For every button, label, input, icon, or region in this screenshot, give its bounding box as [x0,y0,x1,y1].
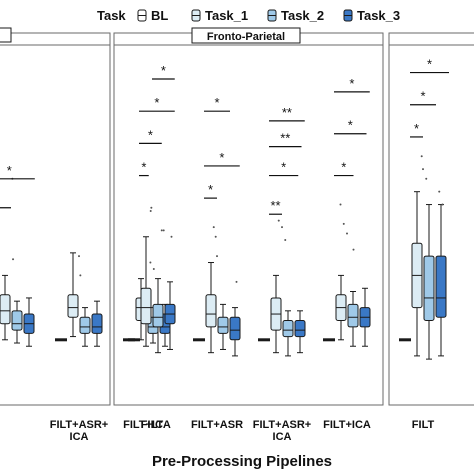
box-task_3 [229,316,241,341]
x-axis-title: Pre-Processing Pipelines [152,453,332,470]
legend-title: Task [97,8,126,23]
outlier-point [212,226,215,229]
significance-star: * [148,127,153,142]
panel-left-title-box [0,27,12,43]
outlier-point [422,168,424,171]
outlier-point [160,229,163,232]
legend-label-bl: BL [151,8,168,23]
significance-star: * [349,76,354,91]
panel-middle-title: Fronto-Parietal [207,31,285,43]
box-task_1 [140,287,152,325]
box-task_2 [11,310,23,331]
x-tick-label: FILT+ICA [323,419,371,431]
significance-star: * [427,57,432,72]
box-task_3 [294,319,306,338]
significance-star: * [141,160,146,175]
box-task_2 [347,303,359,328]
significance-star: * [208,182,213,197]
outlier-point [425,177,428,180]
x-tick-label: ICA [70,431,89,443]
significance-star: * [154,95,159,110]
panel-middle-title-box [191,27,301,44]
x-tick-label: FILT [141,419,164,431]
significance-star: * [161,63,166,78]
box-task_1 [0,294,11,325]
significance-star: ** [280,131,290,146]
panel-middle: Fronto-Parietal *****************FILT FIL… [113,27,384,443]
significance-star: * [348,118,353,133]
outlier-point [277,219,280,222]
outlier-point [342,222,345,225]
box-task_3 [435,255,447,318]
outlier-point [152,267,155,270]
x-tick-label: ICA [273,431,292,443]
x-tick-label: FILT+ASR+ [253,419,311,431]
box-task_2 [152,303,164,328]
box-task_2 [282,319,294,338]
outlier-point [162,229,165,232]
outlier-point [170,235,173,238]
outlier-point [339,203,342,206]
outlier-point [281,226,283,229]
significance-star: * [420,89,425,104]
box-task_2 [423,255,435,321]
outlier-point [150,206,153,209]
box-task_1 [67,294,79,318]
panel-left-frame [0,32,111,406]
significance-star: * [214,95,219,110]
legend-label-task_1: Task_1 [205,8,248,23]
outlier-point [78,255,80,258]
legend-label-task_3: Task_3 [357,8,400,23]
x-tick-label: FILT+ASR [191,419,243,431]
x-tick-label: FILT+ASR+ [50,419,108,431]
outlier-point [438,190,441,193]
significance-star: * [7,163,12,178]
panel-right-frame [388,32,474,406]
outlier-point [420,155,423,158]
significance-star: ** [282,105,292,120]
panel-middle-plot: *****************FILT FILT+ASR FILT+ASR+IC… [128,63,371,443]
box-task_3 [91,313,103,334]
outlier-point [79,274,82,277]
outlier-point [441,203,444,206]
outlier-point [346,232,348,235]
box-task_2 [79,316,91,334]
legend: Task BL Task_1 Task_2 Task_3 [97,8,400,23]
box-task_2 [217,316,229,334]
outlier-point [214,235,217,238]
significance-star: * [341,160,346,175]
panel-middle-frame [113,32,384,406]
outlier-point [12,258,15,261]
legend-label-task_2: Task_2 [281,8,324,23]
outlier-point [149,261,152,264]
legend-entries: BL Task_1 Task_2 Task_3 [137,8,400,23]
panel-left: * * FILT+ASR+ICA FILT+ICA [0,27,171,443]
outlier-point [284,238,287,241]
outlier-point [352,248,355,251]
outlier-point [235,280,238,283]
outlier-point [149,210,152,212]
outlier-point [216,255,218,258]
significance-star: ** [270,198,280,213]
significance-star: * [414,121,419,136]
x-tick-label: FILT [412,419,435,431]
x-tick-label: FILT+ICA [123,419,171,431]
significance-star: * [281,160,286,175]
box-task_1 [205,294,217,328]
significance-star: * [219,150,224,165]
